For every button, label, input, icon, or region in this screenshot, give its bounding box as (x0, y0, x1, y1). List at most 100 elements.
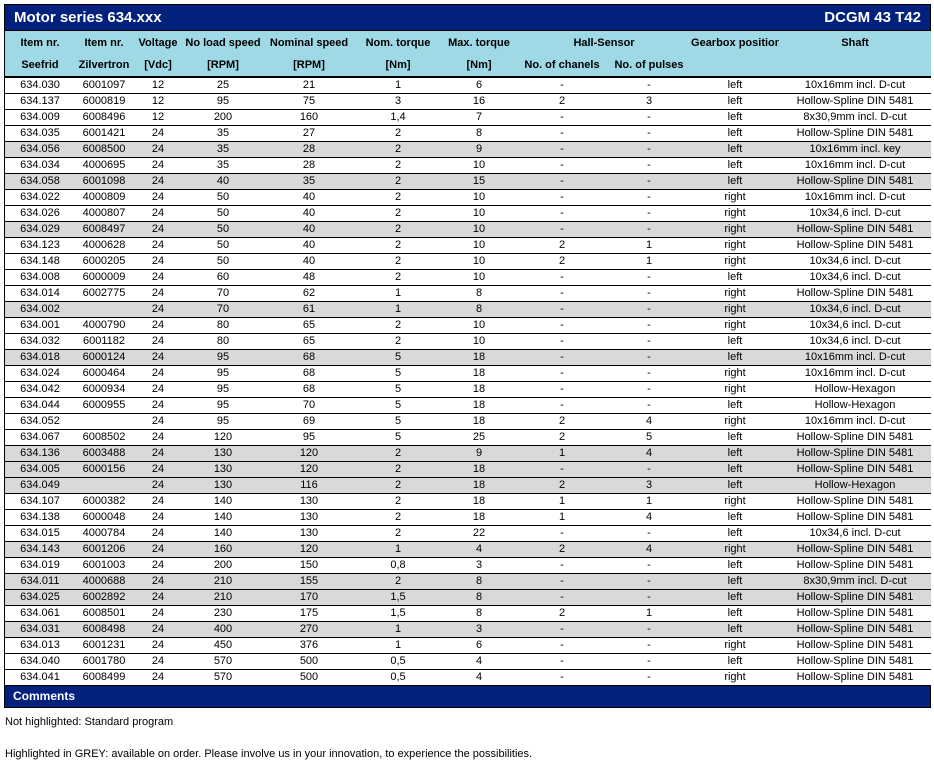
table-cell: 634.040 (5, 653, 75, 670)
table-row: 634.024 6000464 24 95 68 5 18- - right 10x16mm in… (5, 365, 932, 382)
table-cell: 24 (133, 365, 183, 382)
table-cell: - (607, 317, 692, 334)
table-cell: 2 (355, 141, 441, 158)
table-cell: 634.014 (5, 285, 75, 302)
table-row: 634.032 6001182 24 80 65 2 10- - left 10x34,6 inc… (5, 333, 932, 350)
table-cell: 6000819 (75, 93, 133, 110)
table-cell: - (517, 157, 607, 174)
col-subheader-no-of-chanels: No. of chanels (517, 54, 607, 78)
table-cell: 24 (133, 349, 183, 366)
table-cell: 2 (355, 573, 441, 590)
table-cell: 24 (133, 445, 183, 462)
table-row: 634.031 6008498 24 400 270 1 3- - left Hollow-Spl… (5, 621, 932, 638)
col-header-voltage: Voltage (133, 31, 183, 54)
table-cell: 6001097 (75, 77, 133, 94)
table-cell: 24 (133, 509, 183, 526)
table-cell: 634.001 (5, 317, 75, 334)
table-cell: - (607, 205, 692, 222)
table-row: 634.022 4000809 24 50 40 2 10- - right 10x16mm in… (5, 189, 932, 206)
table-cell: - (607, 157, 692, 174)
table-cell: 2 (517, 253, 607, 270)
table-cell: 6001003 (75, 557, 133, 574)
table-cell: 10x34,6 incl. D-cut (779, 301, 932, 318)
table-cell: 12 (133, 93, 183, 110)
table-cell: 70 (183, 301, 263, 318)
table-cell: - (607, 77, 692, 94)
col-header-hall-sensor: Hall-Sensor (517, 31, 692, 54)
table-cell: 634.137 (5, 93, 75, 110)
col-subheader-rpm-noload: [RPM] (183, 54, 263, 78)
table-cell: 10x34,6 incl. D-cut (779, 333, 932, 350)
table-row: 634.042 6000934 24 95 68 5 18- - right Hollow-Hex… (5, 381, 932, 398)
table-cell: 18 (441, 493, 517, 510)
table-cell: right (691, 317, 780, 334)
table-cell: 1 (355, 301, 441, 318)
table-cell: 24 (133, 573, 183, 590)
table-body: 634.030 6001097 12 25 21 1 6- - left 10x16mm incl… (5, 77, 932, 686)
table-row: 634.026 4000807 24 50 40 2 10- - right 10x34,6 in… (5, 205, 932, 222)
table-cell: 6000382 (75, 493, 133, 510)
table-cell: 634.026 (5, 205, 75, 222)
table-row: 634.014 6002775 24 70 62 1 8- - right Hollow-Spli… (5, 285, 932, 302)
table-cell: 48 (263, 269, 355, 286)
table-cell: - (607, 173, 692, 190)
table-cell: Hollow-Spline DIN 5481 (779, 637, 932, 654)
table-header: Item nr. Item nr. Voltage No load speed … (5, 31, 932, 78)
table-cell: left (691, 573, 780, 590)
table-cell: 120 (263, 445, 355, 462)
table-cell: 15 (441, 173, 517, 190)
table-cell: 6000464 (75, 365, 133, 382)
table-cell: Hollow-Spline DIN 5481 (779, 589, 932, 606)
table-cell: 150 (263, 557, 355, 574)
table-cell: 28 (263, 141, 355, 158)
table-cell: 8 (441, 285, 517, 302)
table-cell: left (691, 141, 780, 158)
table-cell: 634.005 (5, 461, 75, 478)
table-cell: - (517, 269, 607, 286)
table-cell: 5 (355, 365, 441, 382)
table-cell: 160 (183, 541, 263, 558)
table-cell: 3 (355, 93, 441, 110)
table-cell: right (691, 669, 780, 686)
table-cell: left (691, 397, 780, 414)
table-cell: 24 (133, 141, 183, 158)
col-header-item-nr-zilvertron: Item nr. (75, 31, 133, 54)
table-cell: - (517, 285, 607, 302)
table-cell: 120 (263, 461, 355, 478)
table-row: 634.001 4000790 24 80 65 2 10- - right 10x34,6 in… (5, 317, 932, 334)
table-cell: 95 (183, 365, 263, 382)
table-cell: 160 (263, 109, 355, 126)
table-row: 634.148 6000205 24 50 40 2 10 2 1 right 10x34,6 in… (5, 253, 932, 270)
table-cell: 634.042 (5, 381, 75, 398)
table-cell: 24 (133, 157, 183, 174)
table-cell: 8x30,9mm incl. D-cut (779, 573, 932, 590)
table-cell: 6002892 (75, 589, 133, 606)
table-cell: 634.035 (5, 125, 75, 142)
table-cell: 65 (263, 333, 355, 350)
table-cell: 1 (355, 77, 441, 94)
table-cell: 18 (441, 397, 517, 414)
table-cell: 6000048 (75, 509, 133, 526)
table-cell: 68 (263, 381, 355, 398)
table-cell: 4 (607, 541, 692, 558)
header-row-2: Seefrid Zilvertron [Vdc] [RPM] [RPM] [Nm… (5, 54, 931, 78)
table-cell: 68 (263, 365, 355, 382)
table-cell: 40 (263, 189, 355, 206)
table-cell: 18 (441, 381, 517, 398)
table-cell: 6 (441, 637, 517, 654)
table-cell: 24 (133, 221, 183, 238)
table-cell: 10 (441, 189, 517, 206)
table-cell: - (607, 301, 692, 318)
table-cell: 130 (183, 461, 263, 478)
table-cell: 6001231 (75, 637, 133, 654)
table-cell: - (607, 461, 692, 478)
table-cell: 1 (607, 253, 692, 270)
table-cell: 12 (133, 109, 183, 126)
table-cell: - (607, 189, 692, 206)
table-cell: left (691, 621, 780, 638)
table-cell: right (691, 253, 780, 270)
table-cell: 6001182 (75, 333, 133, 350)
table-cell: 140 (183, 525, 263, 542)
table-cell: 24 (133, 477, 183, 494)
table-row: 634.138 6000048 24 140 130 2 18 1 4 left Hollow-Sp… (5, 509, 932, 526)
